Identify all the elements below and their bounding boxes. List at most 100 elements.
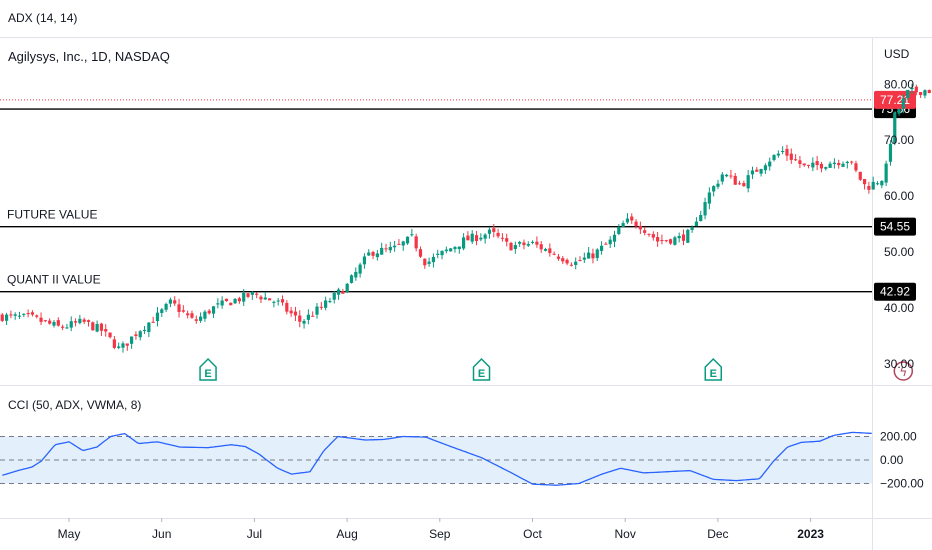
time-tick-label: Jun	[152, 527, 171, 541]
candle-body	[875, 183, 880, 185]
candle-body	[91, 322, 95, 331]
candle-body	[0, 314, 4, 321]
candle-body	[405, 236, 410, 244]
candle-body	[837, 162, 841, 166]
candle-body	[630, 216, 634, 221]
earnings-icon	[472, 357, 491, 381]
candle-body	[466, 235, 470, 241]
time-axis-layer: May Jun Jul Aug Sep Oct Nov Dec 2023	[58, 518, 824, 541]
candle-body	[177, 304, 181, 312]
price-tick-label: 80.00	[884, 77, 914, 91]
candle-body	[901, 98, 905, 109]
candle-body	[436, 253, 440, 255]
candle-body	[272, 301, 276, 303]
candle-body	[578, 260, 582, 262]
candle-body	[802, 163, 806, 166]
candle-body	[556, 256, 561, 259]
candle-body	[315, 306, 319, 315]
candle-body	[82, 319, 86, 322]
time-tick-label: Sep	[429, 527, 451, 541]
candle-body	[884, 163, 888, 183]
candle-body	[125, 343, 129, 346]
candle-body	[69, 321, 73, 328]
candle-body	[621, 223, 625, 227]
candle-body	[121, 343, 125, 348]
symbol-title[interactable]: Agilysys, Inc., 1D, NASDAQ	[8, 49, 170, 64]
candle-body	[625, 218, 630, 223]
candle-body	[431, 256, 436, 263]
candle-body	[530, 241, 535, 243]
time-tick-label: 2023	[797, 527, 824, 541]
candle-body	[591, 253, 595, 259]
level-price-label: 42.92	[880, 285, 910, 299]
candle-body	[772, 155, 776, 160]
candle-body	[39, 317, 43, 322]
candle-body	[30, 312, 35, 315]
candle-body	[380, 247, 384, 255]
candle-body	[237, 298, 241, 302]
candle-body	[608, 239, 612, 245]
candle-body	[785, 148, 789, 156]
candle-body	[582, 257, 586, 260]
candle-body	[686, 229, 690, 243]
candle-body	[216, 303, 220, 305]
dividend-icon	[893, 361, 914, 381]
candle-body	[263, 297, 267, 300]
candle-body	[660, 240, 664, 242]
candle-body	[867, 185, 871, 190]
time-tick-label: Oct	[523, 527, 542, 541]
candle-body	[9, 314, 13, 316]
candle-body	[841, 163, 845, 167]
level-price-tag	[874, 217, 916, 236]
candle-body	[78, 318, 82, 324]
earnings-icon	[704, 357, 723, 381]
candle-body	[474, 235, 479, 241]
price-tick-label: 40.00	[884, 301, 914, 315]
candle-body	[52, 322, 56, 326]
candle-body	[725, 174, 729, 177]
candle-body	[302, 320, 306, 324]
candle-body	[699, 215, 703, 222]
candle-body	[561, 258, 565, 262]
candle-body	[26, 313, 30, 315]
candle-body	[651, 234, 655, 238]
candle-body	[311, 315, 315, 317]
candle-body	[367, 252, 371, 256]
price-tick-label: 70.00	[884, 133, 914, 147]
cci-panel-title[interactable]: CCI (50, ADX, VWMA, 8)	[8, 398, 142, 412]
adx-indicator-title[interactable]: ADX (14, 14)	[8, 11, 78, 25]
candle-body	[604, 243, 608, 245]
candle-body	[565, 259, 569, 264]
candle-body	[755, 169, 759, 172]
cci-tick-label: −200.00	[880, 477, 924, 491]
candle-body	[906, 89, 910, 99]
candle-body	[888, 143, 893, 162]
candle-body	[229, 302, 233, 306]
candle-body	[457, 246, 461, 250]
last-price-tag	[874, 90, 916, 109]
candle-body	[910, 87, 914, 90]
candle-body	[845, 161, 849, 164]
candle-body	[595, 249, 599, 259]
candle-body	[207, 310, 211, 314]
candle-body	[246, 293, 250, 297]
axes-layer: 80.00 70.00 60.00 50.00 40.00 30.00 200.00 0.00…	[880, 77, 924, 490]
candle-body	[832, 162, 837, 164]
candle-body	[449, 248, 453, 252]
candle-body	[811, 162, 815, 168]
candle-body	[17, 315, 22, 317]
candle-body	[574, 261, 578, 265]
candle-body	[203, 311, 207, 319]
candles-layer	[0, 83, 932, 353]
candle-body	[224, 298, 229, 302]
candle-body	[824, 167, 828, 169]
candle-body	[4, 314, 9, 321]
candle-body	[893, 112, 897, 143]
candle-body	[543, 248, 548, 251]
candle-body	[181, 310, 185, 312]
candle-body	[552, 253, 556, 255]
candle-body	[289, 310, 293, 314]
candle-body	[414, 236, 418, 249]
candle-body	[358, 264, 362, 274]
candle-body	[487, 229, 492, 234]
